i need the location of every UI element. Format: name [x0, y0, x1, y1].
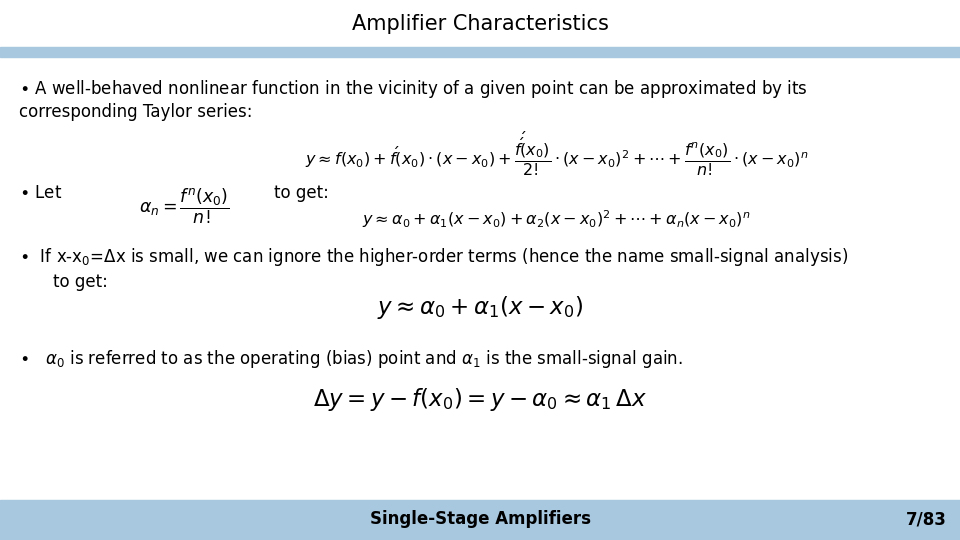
Text: $\bullet$   $\alpha_0$ is referred to as the operating (bias) point and $\alpha_: $\bullet$ $\alpha_0$ is referred to as t…	[19, 348, 684, 370]
Text: Amplifier Characteristics: Amplifier Characteristics	[351, 14, 609, 35]
Text: 7/83: 7/83	[906, 510, 947, 529]
Text: $\bullet$  If x-x$_0$=$\Delta$x is small, we can ignore the higher-order terms (: $\bullet$ If x-x$_0$=$\Delta$x is small,…	[19, 246, 849, 268]
Text: $\Delta y = y - f(x_0) = y - \alpha_0 \approx \alpha_1\,\Delta x$: $\Delta y = y - f(x_0) = y - \alpha_0 \a…	[313, 386, 647, 413]
Text: $y \approx f(x_0) + f\'(x_0)\cdot(x-x_0) + \dfrac{f\'\'(x_0)}{2!}\cdot(x-x_0)^2 : $y \approx f(x_0) + f\'(x_0)\cdot(x-x_0)…	[305, 130, 808, 178]
Text: $\bullet$ A well-behaved nonlinear function in the vicinity of a given point can: $\bullet$ A well-behaved nonlinear funct…	[19, 78, 808, 100]
Text: $\alpha_n = \dfrac{f^n(x_0)}{n!}$: $\alpha_n = \dfrac{f^n(x_0)}{n!}$	[139, 186, 230, 226]
Bar	[0, 47, 960, 57]
Text: $y \approx \alpha_0 + \alpha_1(x-x_0) + \alpha_2(x-x_0)^2 + \cdots + \alpha_n(x-: $y \approx \alpha_0 + \alpha_1(x-x_0) + …	[363, 208, 751, 230]
Text: corresponding Taylor series:: corresponding Taylor series:	[19, 103, 252, 120]
Bar	[0, 500, 960, 540]
Text: Single-Stage Amplifiers: Single-Stage Amplifiers	[370, 510, 590, 529]
Text: to get:: to get:	[53, 273, 108, 291]
Text: to get:: to get:	[274, 184, 328, 201]
Text: $y \approx \alpha_0 + \alpha_1\left(x - x_0\right)$: $y \approx \alpha_0 + \alpha_1\left(x - …	[377, 294, 583, 321]
Text: $\bullet$ Let: $\bullet$ Let	[19, 184, 62, 201]
